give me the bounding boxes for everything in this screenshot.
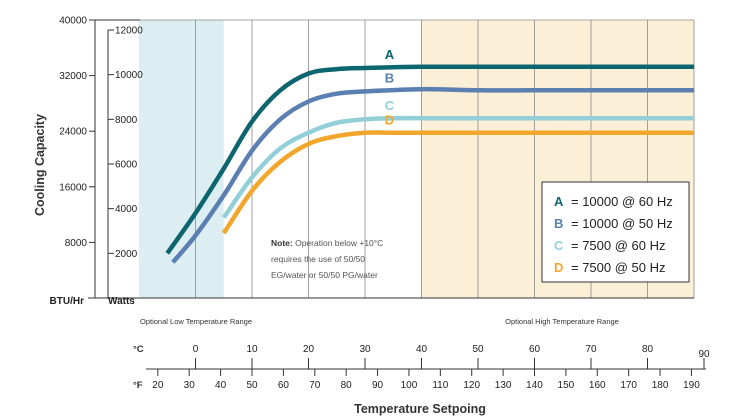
fahrenheit-tick-label: 110 — [432, 380, 448, 391]
x-axis-title: Temperature Setpoing — [354, 402, 486, 416]
watts-tick-label: 2000 — [115, 249, 138, 260]
fahrenheit-tick-label: 70 — [309, 380, 321, 391]
watts-tick-label: 6000 — [115, 160, 138, 171]
note-line-3: EG/water or 50/50 PG/water — [271, 270, 378, 280]
series-line-a — [165, 64, 694, 255]
celsius-tick-label: 60 — [529, 344, 541, 355]
fahrenheit-tick-label: 100 — [401, 380, 418, 391]
celsius-label: °C — [133, 344, 144, 355]
note-bold: Note: — [271, 238, 293, 248]
chart-axes: 8000 16000 24000 32000 40000 2000 4000 6000 8000… — [59, 16, 710, 392]
fahrenheit-tick-label: 140 — [526, 380, 543, 391]
fahrenheit-tick-label: 130 — [495, 380, 512, 391]
celsius-tick-label: 40 — [416, 344, 428, 355]
watts-tick-label: 10000 — [115, 70, 143, 81]
fahrenheit-tick-label: 160 — [589, 380, 606, 391]
legend-box — [541, 181, 690, 283]
celsius-tick-label: 30 — [359, 344, 371, 355]
legend-key-b: B — [554, 216, 563, 231]
btu-unit-label: BTU/Hr — [50, 296, 85, 307]
legend-text-d: = 7500 @ 50 Hz — [571, 260, 666, 275]
btu-tick-label: 40000 — [59, 16, 87, 27]
series-line-b — [171, 86, 694, 264]
celsius-tick-label: 80 — [642, 344, 654, 355]
high-range-label: Optional High Temperature Range — [505, 317, 619, 326]
fahrenheit-tick-label: 120 — [463, 380, 480, 391]
legend-text-c: = 7500 @ 60 Hz — [571, 238, 666, 253]
watts-unit-label: Watts — [108, 296, 135, 307]
celsius-tick-label: 90 — [698, 349, 710, 360]
fahrenheit-tick-label: 150 — [558, 380, 575, 391]
btu-tick-label: 24000 — [59, 127, 87, 138]
low-temperature-band — [139, 20, 224, 298]
note-line-1: Operation below +10°C — [293, 238, 384, 248]
celsius-tick-label: 50 — [472, 344, 484, 355]
operation-note: Note: Operation below +10°C — [271, 238, 383, 248]
fahrenheit-tick-label: 40 — [215, 380, 227, 391]
watts-tick-label: 12000 — [115, 26, 143, 37]
series-label-a: A — [385, 47, 395, 62]
celsius-tick-label: 20 — [303, 344, 315, 355]
btu-tick-label: 8000 — [65, 238, 88, 249]
celsius-tick-label: 10 — [246, 344, 258, 355]
celsius-tick-label: 0 — [193, 344, 199, 355]
series-line-c — [221, 115, 694, 219]
fahrenheit-tick-label: 50 — [246, 380, 258, 391]
fahrenheit-tick-label: 170 — [620, 380, 637, 391]
low-range-label: Optional Low Temperature Range — [140, 317, 252, 326]
legend-text-a: = 10000 @ 60 Hz — [571, 194, 673, 209]
legend-key-c: C — [554, 238, 564, 253]
y-axis-title: Cooling Capacity — [33, 114, 47, 216]
series-label-c: C — [385, 98, 395, 113]
fahrenheit-tick-label: 60 — [278, 380, 290, 391]
watts-tick-label: 8000 — [115, 115, 138, 126]
fahrenheit-label: °F — [133, 380, 143, 391]
series-label-b: B — [385, 70, 394, 85]
fahrenheit-tick-label: 30 — [184, 380, 196, 391]
legend-text-b: = 10000 @ 50 Hz — [571, 216, 673, 231]
legend: A = 10000 @ 60 Hz B = 10000 @ 50 Hz C = … — [541, 181, 690, 283]
celsius-tick-label: 70 — [585, 344, 597, 355]
series-line-d — [221, 130, 694, 235]
legend-key-d: D — [554, 260, 563, 275]
fahrenheit-tick-label: 190 — [683, 380, 700, 391]
fahrenheit-tick-label: 90 — [372, 380, 384, 391]
note-line-2: requires the use of 50/50 — [271, 254, 365, 264]
fahrenheit-tick-label: 20 — [152, 380, 164, 391]
fahrenheit-tick-label: 80 — [341, 380, 353, 391]
btu-tick-label: 16000 — [59, 182, 87, 193]
legend-key-a: A — [554, 194, 564, 209]
watts-tick-label: 4000 — [115, 204, 138, 215]
btu-tick-label: 32000 — [59, 71, 87, 82]
series-label-d: D — [385, 113, 394, 128]
fahrenheit-tick-label: 180 — [652, 380, 669, 391]
